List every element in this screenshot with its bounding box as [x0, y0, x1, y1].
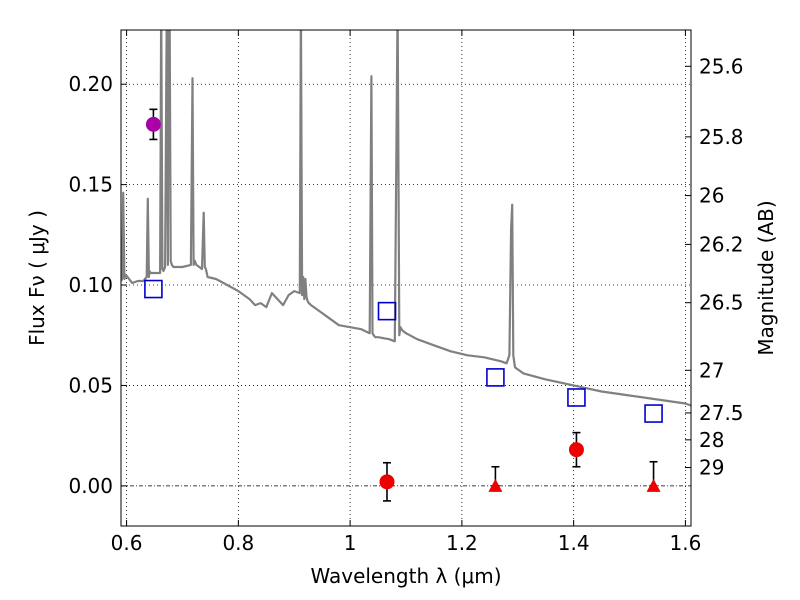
y2-tick-label: 25.8	[699, 125, 744, 149]
y2-tick-label: 27	[699, 358, 724, 382]
y-tick-label: 0.05	[68, 373, 113, 397]
plot-area	[121, 30, 691, 407]
model-photometry-square	[644, 404, 663, 423]
axis-ticks: 0.6 0.8 1 1.2 1.4 1.6 0.00 0.05 0.10 0.15 0.20 25.6…	[68, 30, 744, 555]
upper-limit-triangle	[646, 478, 661, 492]
detection-point	[379, 474, 395, 490]
y-axis-label: Flux Fν ( μJy )	[25, 210, 49, 346]
detection-point	[568, 442, 584, 458]
y2-axis-label: Magnitude (AB)	[754, 200, 778, 355]
y2-tick-label: 28	[699, 428, 724, 452]
grid	[121, 30, 691, 526]
x-tick-label: 1.6	[670, 531, 702, 555]
model-photometry-square	[377, 301, 397, 321]
plot-frame	[120, 29, 692, 527]
x-tick-label: 0.6	[111, 531, 143, 555]
x-tick-label: 0.8	[222, 531, 254, 555]
model-photometry-square	[144, 279, 163, 299]
markers	[144, 108, 663, 502]
x-tick-label: 1.2	[446, 531, 478, 555]
y2-tick-label: 26	[699, 184, 724, 208]
x-tick-label: 1.4	[558, 531, 590, 555]
y2-tick-label: 26.5	[699, 291, 744, 315]
y2-tick-label: 27.5	[699, 401, 744, 425]
x-tick-label: 1	[344, 531, 357, 555]
optical-detection-point	[145, 116, 161, 132]
y-tick-label: 0.20	[68, 72, 113, 96]
x-axis-label: Wavelength λ (μm)	[310, 564, 501, 588]
y-tick-label: 0.15	[68, 173, 113, 197]
upper-limit-triangle	[488, 478, 503, 492]
model-spectrum-line	[121, 30, 691, 407]
y-tick-label: 0.10	[68, 273, 113, 297]
y2-tick-label: 29	[699, 456, 724, 480]
model-photometry-square	[486, 368, 505, 387]
y2-tick-label: 25.6	[699, 54, 744, 78]
y2-tick-label: 26.2	[699, 232, 744, 256]
model-photometry-square	[567, 388, 586, 407]
y-tick-label: 0.00	[68, 474, 113, 498]
